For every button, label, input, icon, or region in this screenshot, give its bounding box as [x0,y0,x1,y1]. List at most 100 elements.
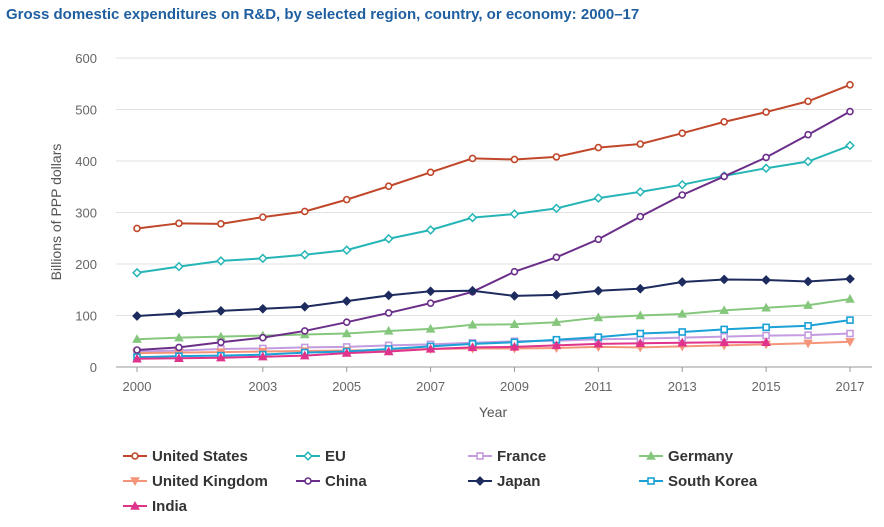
series-line [136,144,851,274]
data-point [300,207,309,216]
data-point [383,346,394,356]
y-tick-label: 300 [75,206,97,221]
data-point [174,308,184,319]
data-point [341,296,352,306]
data-point [803,276,813,287]
data-point [594,143,603,152]
x-tick-label: 2005 [332,379,361,394]
data-point [341,348,352,357]
data-point [593,285,604,296]
legend-label: United States [152,447,248,465]
data-point [174,353,184,362]
data-point [719,337,730,346]
data-point [678,328,687,336]
chart-title: Gross domestic expenditures on R&D, by s… [6,6,640,23]
legend-label: India [152,497,188,515]
series-line [136,83,851,230]
legend-swatch-icon [123,500,147,510]
data-point [384,182,393,191]
data-point [216,256,226,266]
data-point [467,285,478,296]
series-line [136,319,851,359]
data-point [175,219,183,228]
legend-item: United Kingdom [122,471,268,491]
gridlines [116,57,872,368]
y-tick-label: 100 [75,309,97,324]
data-point [426,168,435,177]
data-point [551,203,562,214]
data-point [593,193,604,203]
data-point [762,108,770,116]
x-tick-label: 2003 [248,379,277,394]
data-point [133,224,141,233]
data-point [174,332,184,342]
data-point [804,321,812,330]
data-point [635,338,646,348]
legend-swatch-icon [639,477,663,485]
series-japan [132,274,855,321]
series-line [136,277,851,318]
series-china [133,107,854,354]
data-point [719,274,730,285]
legend-item: China [295,471,367,491]
data-point [761,163,771,174]
series-india [132,337,771,363]
data-point [635,283,646,294]
data-point [174,261,184,272]
data-point [761,275,771,285]
data-point [678,129,687,137]
data-point [636,212,645,221]
data-point [467,342,478,352]
data-point [846,107,854,116]
data-point [552,153,561,161]
data-point [803,156,813,167]
data-point [677,308,688,318]
data-point [719,305,730,315]
data-point [341,245,352,255]
data-point [510,267,519,276]
legend-label: China [325,472,367,490]
data-point [762,323,770,332]
data-point [720,118,728,126]
legend-swatch-icon [639,450,663,460]
series-line [136,298,851,341]
y-tick-label: 400 [75,154,97,169]
data-point [132,334,142,343]
data-point [846,80,854,89]
y-axis-label: Billions of PPP dollars [48,144,64,281]
data-point [846,329,854,338]
data-point [425,323,436,333]
data-point [509,209,520,219]
data-point [426,299,435,307]
data-point [216,352,226,362]
data-point [259,333,267,342]
data-point [762,153,770,162]
x-tick-label: 2017 [836,379,865,394]
data-point [720,172,728,181]
y-tick-label: 600 [75,51,97,66]
data-point [593,338,604,348]
data-point [175,343,183,352]
data-point [299,249,310,260]
data-point [593,312,604,322]
data-point [467,319,478,329]
x-tick-label: 2011 [584,379,612,394]
data-point [636,329,645,338]
legend-swatch-icon [296,477,320,485]
data-point [299,301,310,312]
data-point [846,316,854,324]
series-eu [132,140,855,278]
series-group [132,80,855,363]
legend-item: South Korea [638,471,757,491]
data-point [425,343,436,353]
legend-swatch-icon [468,476,492,486]
data-point [133,346,141,354]
x-tick-label: 2009 [500,379,529,394]
x-tick-label: 2015 [752,379,781,394]
legend-label: Germany [668,447,734,465]
data-point [720,325,728,334]
series-line [136,340,851,355]
y-tick-label: 0 [90,360,97,375]
legend-label: Japan [497,472,541,490]
data-point [636,140,645,148]
